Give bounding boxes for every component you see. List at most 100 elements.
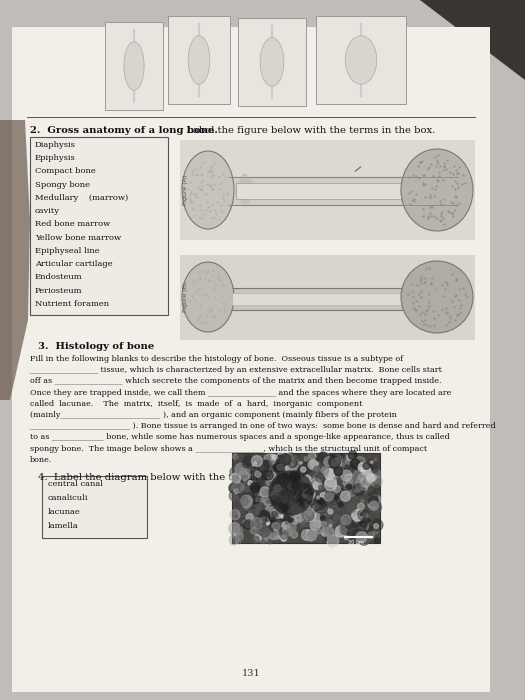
Bar: [180, 140, 475, 240]
Circle shape: [314, 524, 318, 526]
Circle shape: [312, 536, 314, 538]
Circle shape: [323, 452, 329, 458]
Circle shape: [365, 514, 369, 517]
Circle shape: [248, 509, 257, 519]
Text: Figure (A): Figure (A): [184, 175, 188, 205]
Circle shape: [328, 538, 333, 542]
Text: Red bone marrow: Red bone marrow: [35, 220, 110, 228]
Circle shape: [352, 497, 359, 503]
Circle shape: [347, 505, 355, 512]
Circle shape: [266, 535, 269, 538]
Circle shape: [334, 495, 338, 499]
Circle shape: [234, 484, 236, 486]
Circle shape: [339, 524, 347, 532]
Text: Endosteum: Endosteum: [35, 273, 82, 281]
Circle shape: [332, 458, 341, 468]
Circle shape: [349, 526, 359, 537]
Circle shape: [352, 482, 362, 492]
Circle shape: [329, 456, 341, 468]
Circle shape: [301, 505, 313, 516]
Circle shape: [253, 462, 257, 467]
Circle shape: [234, 526, 243, 536]
Ellipse shape: [401, 149, 473, 231]
Circle shape: [244, 485, 255, 495]
Text: 2.  Gross anatomy of a long bone.: 2. Gross anatomy of a long bone.: [30, 126, 218, 135]
Circle shape: [235, 479, 243, 486]
Circle shape: [265, 498, 268, 502]
Circle shape: [277, 466, 286, 475]
Circle shape: [236, 455, 240, 460]
Circle shape: [274, 463, 282, 472]
Circle shape: [251, 456, 262, 467]
Circle shape: [370, 505, 374, 508]
Circle shape: [234, 533, 236, 536]
Ellipse shape: [182, 262, 234, 332]
Circle shape: [237, 513, 240, 515]
Circle shape: [369, 481, 371, 483]
Circle shape: [345, 524, 352, 531]
Circle shape: [324, 525, 332, 533]
Circle shape: [246, 506, 253, 512]
Circle shape: [282, 489, 287, 494]
Circle shape: [319, 485, 324, 491]
Circle shape: [259, 517, 269, 527]
Circle shape: [350, 517, 360, 527]
Circle shape: [323, 490, 334, 500]
Circle shape: [303, 467, 312, 475]
Text: Fill in the following blanks to describe the histology of bone.  Osseous tissue : Fill in the following blanks to describe…: [30, 355, 403, 363]
Circle shape: [267, 500, 270, 503]
Circle shape: [362, 526, 368, 533]
Circle shape: [344, 481, 352, 489]
Circle shape: [250, 483, 259, 492]
Circle shape: [233, 482, 244, 493]
Circle shape: [366, 463, 374, 473]
Circle shape: [229, 483, 239, 493]
Circle shape: [255, 471, 261, 477]
Circle shape: [353, 470, 363, 482]
Circle shape: [302, 521, 306, 524]
Circle shape: [362, 484, 367, 491]
Circle shape: [337, 454, 345, 463]
Circle shape: [349, 451, 357, 459]
Circle shape: [305, 461, 307, 463]
Circle shape: [332, 502, 337, 506]
Circle shape: [317, 458, 319, 461]
Circle shape: [282, 486, 288, 491]
Circle shape: [368, 477, 371, 480]
Circle shape: [365, 471, 373, 479]
Circle shape: [246, 514, 253, 521]
Circle shape: [271, 454, 275, 457]
Circle shape: [243, 503, 247, 507]
Circle shape: [232, 530, 241, 539]
Circle shape: [373, 528, 379, 534]
Circle shape: [278, 486, 284, 491]
Circle shape: [342, 489, 350, 496]
Circle shape: [340, 517, 344, 522]
Circle shape: [321, 527, 330, 536]
Circle shape: [265, 518, 269, 522]
Text: off as _________________ which secrete the components of the matrix and then bec: off as _________________ which secrete t…: [30, 377, 442, 386]
Circle shape: [361, 466, 369, 475]
Circle shape: [302, 493, 307, 497]
Circle shape: [361, 522, 368, 529]
Circle shape: [292, 512, 294, 514]
Circle shape: [282, 507, 287, 512]
Circle shape: [297, 498, 304, 507]
Circle shape: [229, 491, 239, 500]
Circle shape: [364, 513, 366, 516]
Circle shape: [239, 471, 249, 481]
Circle shape: [266, 480, 272, 486]
Wedge shape: [234, 173, 254, 207]
Circle shape: [274, 484, 280, 491]
Circle shape: [239, 468, 251, 480]
Circle shape: [284, 500, 287, 503]
Circle shape: [277, 517, 280, 519]
Circle shape: [267, 538, 272, 544]
Text: (mainly_________________________ ), and an organic component (mainly fibers of t: (mainly_________________________ ), and …: [30, 411, 397, 419]
Circle shape: [335, 456, 343, 464]
Ellipse shape: [124, 42, 144, 90]
Circle shape: [291, 531, 298, 538]
Circle shape: [266, 507, 270, 511]
Circle shape: [294, 495, 298, 499]
Polygon shape: [0, 120, 30, 400]
